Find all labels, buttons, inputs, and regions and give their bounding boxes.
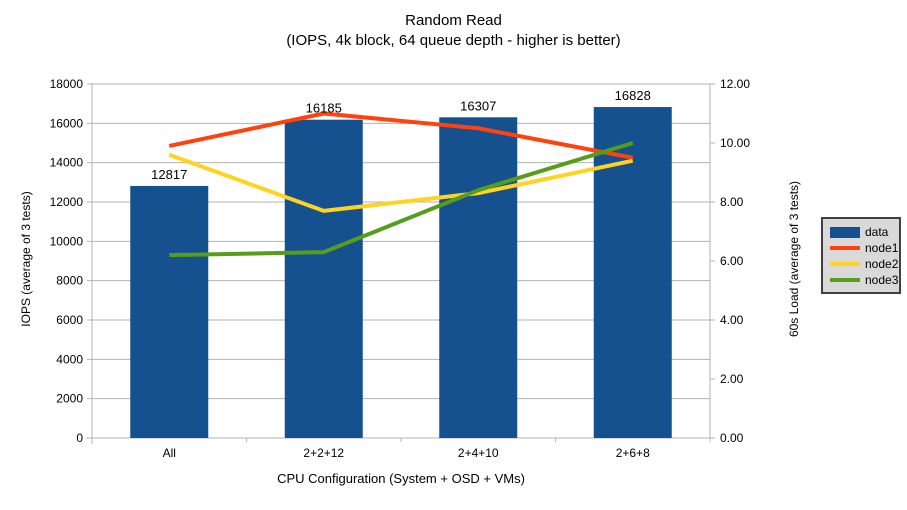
left-tick-label: 14000 bbox=[50, 156, 84, 170]
left-tick-label: 4000 bbox=[56, 352, 83, 366]
right-tick-label: 4.00 bbox=[720, 313, 744, 327]
line-node3 bbox=[169, 141, 634, 258]
legend-item-node1: node1 bbox=[830, 240, 899, 256]
category-label-All: All bbox=[163, 446, 176, 460]
left-tick-label: 12000 bbox=[50, 195, 84, 209]
legend-line-swatch-node1 bbox=[830, 246, 860, 250]
bar-All bbox=[130, 185, 209, 438]
legend-label-node2: node2 bbox=[865, 257, 899, 271]
legend-label-node3: node3 bbox=[865, 273, 899, 287]
left-tick-label: 0 bbox=[76, 431, 83, 445]
legend-item-data: data bbox=[830, 224, 899, 240]
chart-subtitle: (IOPS, 4k block, 64 queue depth - higher… bbox=[286, 32, 621, 49]
legend-label-node1: node1 bbox=[865, 241, 899, 255]
left-tick-label: 10000 bbox=[50, 234, 84, 248]
legend: data node1 node2 node3 bbox=[821, 217, 901, 294]
legend-item-node2: node2 bbox=[830, 256, 899, 272]
right-tick-label: 0.00 bbox=[720, 431, 744, 445]
left-tick-label: 8000 bbox=[56, 274, 83, 288]
right-tick-label: 8.00 bbox=[720, 195, 744, 209]
chart-title: Random Read bbox=[405, 12, 502, 29]
right-tick-label: 10.00 bbox=[720, 136, 750, 150]
legend-label-data: data bbox=[865, 225, 889, 239]
legend-line-swatch-node2 bbox=[830, 262, 860, 266]
bar-value-label: 16185 bbox=[306, 101, 342, 116]
legend-item-node3: node3 bbox=[830, 272, 899, 288]
bar-value-label: 16828 bbox=[615, 88, 651, 103]
right-tick-label: 12.00 bbox=[720, 77, 750, 91]
left-tick-label: 2000 bbox=[56, 392, 83, 406]
line-node2 bbox=[168, 152, 634, 213]
legend-line-swatch-node3 bbox=[830, 278, 860, 282]
line-node1 bbox=[168, 111, 634, 160]
bar-value-label: 12817 bbox=[151, 167, 187, 182]
right-tick-label: 2.00 bbox=[720, 372, 744, 386]
bar-2+2+12 bbox=[284, 119, 363, 438]
left-tick-label: 6000 bbox=[56, 313, 83, 327]
bar-value-label: 16307 bbox=[460, 98, 496, 113]
legend-bar-swatch-data bbox=[830, 226, 860, 238]
x-axis-title: CPU Configuration (System + OSD + VMs) bbox=[277, 471, 525, 486]
right-tick-label: 6.00 bbox=[720, 254, 744, 268]
left-tick-label: 18000 bbox=[50, 77, 84, 91]
left-tick-label: 16000 bbox=[50, 116, 84, 130]
category-label-2+6+8: 2+6+8 bbox=[616, 446, 650, 460]
category-label-2+2+12: 2+2+12 bbox=[303, 446, 344, 460]
category-label-2+4+10: 2+4+10 bbox=[458, 446, 499, 460]
bar-2+4+10 bbox=[439, 117, 518, 439]
